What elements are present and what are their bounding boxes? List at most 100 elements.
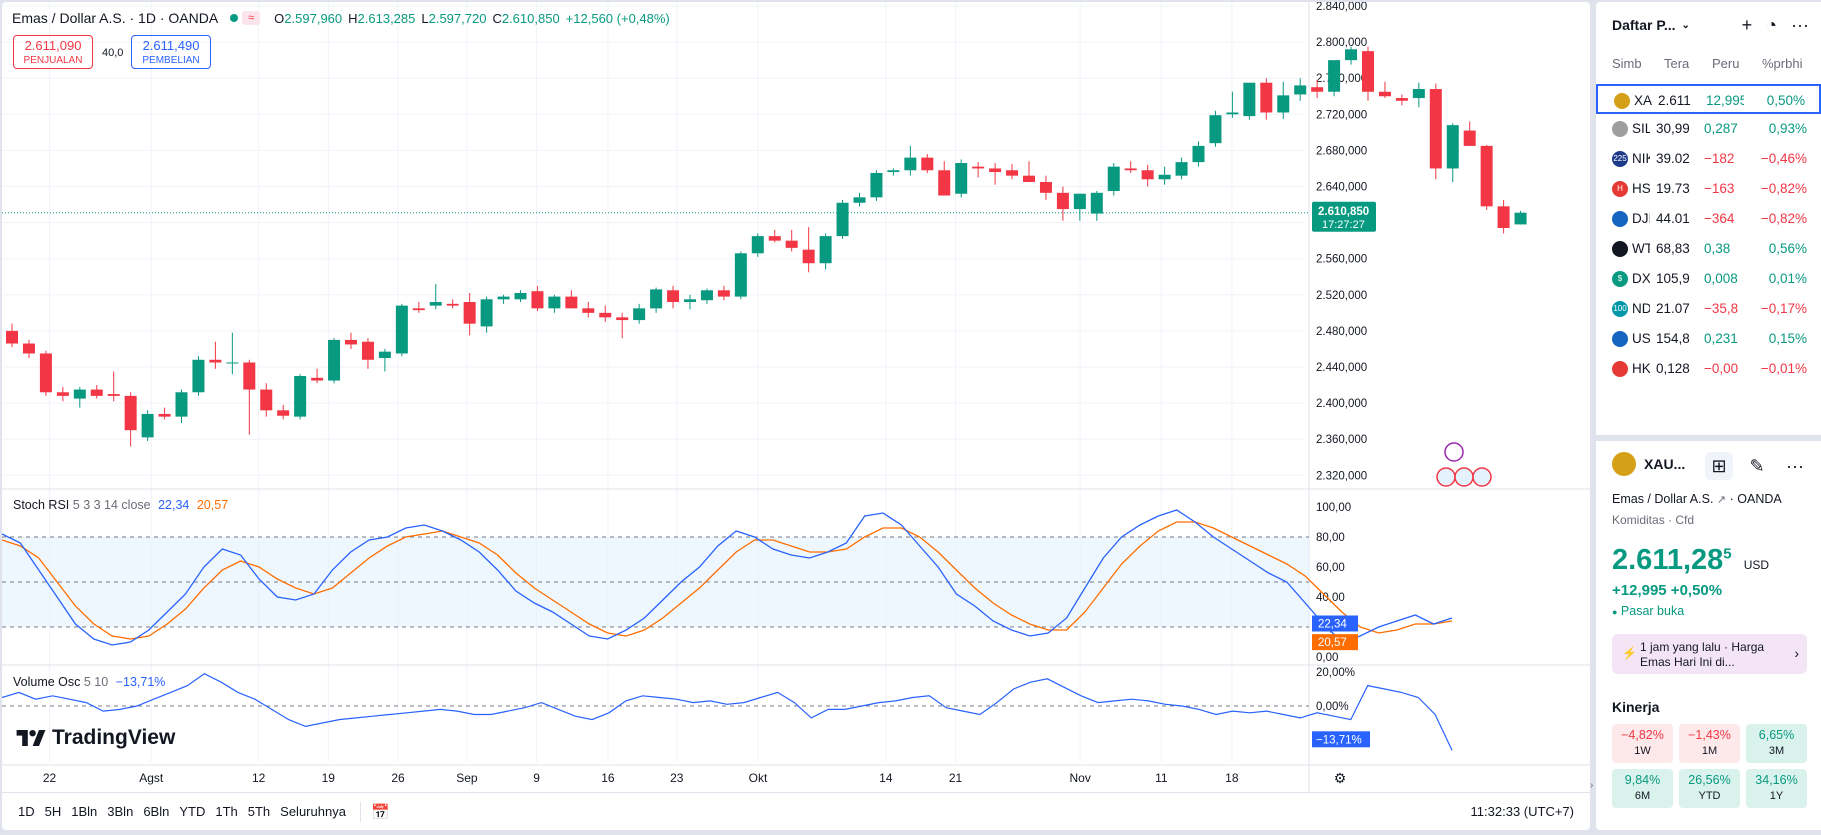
economic-event-icon (1454, 467, 1474, 487)
candle-body (1260, 82, 1273, 113)
price-tick-label: 2.760,000 (1316, 73, 1367, 85)
candle-body (1429, 89, 1442, 169)
range-button[interactable]: Seluruhnya (280, 804, 346, 819)
candle-body (667, 290, 680, 303)
candle-body (1514, 212, 1527, 225)
collapse-panel-handle[interactable]: › (1590, 780, 1594, 791)
external-link-icon[interactable]: ↗ (1716, 494, 1727, 506)
add-symbol-icon[interactable]: + (1741, 15, 1753, 35)
row-symbol: DJI (1632, 211, 1650, 226)
time-tick-label: 16 (601, 771, 615, 785)
candle-body (1497, 206, 1510, 229)
row-change-pct: 0,93% (1768, 121, 1807, 136)
panel-divider[interactable] (1596, 435, 1821, 441)
settings-gear-icon[interactable]: ⚙ (1334, 770, 1347, 786)
candle-body (1141, 170, 1154, 180)
watchlist-row[interactable]: DJI 44.016 −364 −0,82% (1596, 204, 1821, 234)
performance-cell[interactable]: 9,84% 6M (1612, 769, 1673, 808)
watchlist-row[interactable]: XAUUSD 2.611,2 12,995 0,50% (1596, 84, 1821, 114)
range-button[interactable]: 1Bln (71, 804, 98, 819)
watchlist-header: Daftar P... ⌄ + ◔ ··· (1596, 2, 1821, 48)
price-tick-label: 2.320,000 (1316, 470, 1367, 482)
details-change: +12,995 +0,50% (1612, 582, 1723, 599)
details-full-name[interactable]: Emas / Dollar A.S. (1612, 492, 1714, 506)
watchlist-row[interactable]: WTI 68,83 0,38 0,56% (1596, 234, 1821, 264)
range-button[interactable]: 1D (18, 804, 35, 819)
chart-canvas[interactable]: 2.840,000 2.800,000 2.760,000 2.720,000 2.68… (2, 2, 1590, 830)
watchlist-row[interactable]: HKD 0,1285 −0,00 −0,01% (1596, 354, 1821, 384)
clock[interactable]: 11:32:33 (UTC+7) (1470, 804, 1574, 819)
watchlist-row[interactable]: SILVER 30,998 0,287 0,93% (1596, 114, 1821, 144)
watchlist-row[interactable]: H HSI 19.731 −163 −0,82% (1596, 174, 1821, 204)
right-sidebar: Daftar P... ⌄ + ◔ ··· Simb Tera Peru %pr… (1596, 2, 1821, 830)
row-last: 21.070 (1656, 301, 1690, 316)
grid-icon[interactable]: ⊞ (1705, 452, 1733, 480)
details-price-sup: 5 (1723, 545, 1732, 563)
range-buttons: 1D 5H 1Bln 3Bln 6Bln YTD 1Th 5Th Seluruhnya (18, 804, 356, 819)
performance-cell[interactable]: −4,82% 1W (1612, 724, 1673, 763)
bottom-toolbar: 1D 5H 1Bln 3Bln 6Bln YTD 1Th 5Th Seluruhnya 📅 11… (2, 792, 1590, 830)
range-button[interactable]: 6Bln (143, 804, 170, 819)
spread-value: 40,0 (102, 47, 124, 59)
performance-period: 6M (1634, 790, 1651, 802)
news-item[interactable]: ⚡ 1 jam yang lalu · Harga Emas Hari Ini … (1612, 634, 1807, 674)
candle-body (938, 170, 951, 196)
range-button[interactable]: YTD (179, 804, 206, 819)
performance-cell[interactable]: 34,16% 1Y (1746, 769, 1807, 808)
symbol-logo-icon: $ (1612, 271, 1628, 287)
stoch-d-axis-label: 20,57 (1318, 637, 1347, 649)
candle-body (989, 168, 1002, 173)
date-range-icon[interactable]: 📅 (370, 803, 390, 821)
watchlist-row[interactable]: $ DXY 105,97 0,008 0,01% (1596, 264, 1821, 294)
details-exchange[interactable]: OANDA (1737, 492, 1782, 506)
stoch-rsi-legend[interactable]: Stoch RSI 5 3 3 14 close 22,34 20,57 (13, 498, 228, 512)
row-last: 39.020 (1656, 151, 1690, 166)
volume-osc-params: 5 10 (83, 675, 109, 689)
col-symbol[interactable]: Simb (1612, 56, 1642, 71)
range-button[interactable]: 1Th (215, 804, 238, 819)
time-tick-label: Nov (1069, 771, 1090, 785)
price-tick-label: 2.840,000 (1316, 2, 1367, 13)
performance-cell[interactable]: 26,56% YTD (1679, 769, 1740, 808)
buy-label: PEMBELIAN (142, 55, 200, 66)
details-price: 2.611,285 USD (1612, 544, 1769, 577)
watchlist-row[interactable]: 100 NDX 21.070 −35,8 −0,17% (1596, 294, 1821, 324)
watchlist-row[interactable]: 225 NIKKEI 39.020 −182 −0,46% (1596, 144, 1821, 174)
more-icon[interactable]: ··· (1791, 15, 1809, 35)
advanced-view-icon[interactable]: ◔ (1766, 15, 1778, 35)
symbol-logo-icon (1614, 93, 1630, 109)
more-icon[interactable]: ··· (1786, 456, 1804, 476)
performance-cell[interactable]: 6,65% 3M (1746, 724, 1807, 763)
candle-body (785, 240, 798, 248)
stoch-rsi-k-value: 22,34 (158, 498, 190, 512)
candle-body (802, 249, 815, 264)
candle-body (1378, 91, 1391, 97)
range-button[interactable]: 5Th (247, 804, 271, 819)
chevron-right-icon: › (1794, 645, 1799, 661)
range-button[interactable]: 5H (44, 804, 62, 819)
edit-icon[interactable]: ✎ (1749, 456, 1765, 476)
time-tick-label: 14 (879, 771, 893, 785)
col-change-pct[interactable]: %prbhi (1762, 56, 1803, 71)
col-last[interactable]: Tera (1664, 56, 1690, 71)
symbol-title[interactable]: Emas / Dollar A.S. · 1D · OANDA (12, 10, 219, 26)
sell-button[interactable]: 2.611,090 PENJUALAN (13, 35, 93, 69)
buy-button[interactable]: 2.611,490 PEMBELIAN (131, 35, 211, 69)
chart-pane[interactable]: 2.840,000 2.800,000 2.760,000 2.720,000 2.68… (2, 2, 1590, 830)
row-last: 2.611,2 (1658, 93, 1692, 108)
range-button[interactable]: 3Bln (107, 804, 134, 819)
performance-cell[interactable]: −1,43% 1M (1679, 724, 1740, 763)
watchlist-row[interactable]: USDJPY 154,82 0,231 0,15% (1596, 324, 1821, 354)
col-change[interactable]: Peru (1712, 56, 1740, 71)
performance-value: 9,84% (1624, 773, 1661, 787)
chevron-down-icon[interactable]: ⌄ (1681, 19, 1690, 31)
watchlist-title[interactable]: Daftar P... (1612, 17, 1676, 33)
details-symbol[interactable]: XAU... (1644, 456, 1686, 472)
performance-title: Kinerja (1612, 699, 1660, 715)
volume-osc-legend[interactable]: Volume Osc 5 10 −13,71% (13, 675, 165, 689)
row-change: −0,00 (1704, 361, 1739, 376)
row-symbol: HKD (1632, 361, 1650, 376)
tradingview-logo[interactable]: TradingView (16, 726, 175, 750)
candle-body (514, 292, 527, 300)
symbol-logo-icon: 100 (1612, 301, 1628, 317)
